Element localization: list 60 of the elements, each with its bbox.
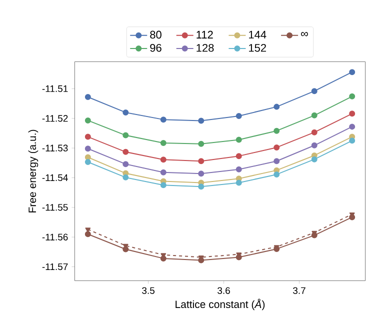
point (198, 184, 204, 190)
point (198, 140, 204, 147)
point (236, 166, 242, 172)
legend-label: 144 (249, 30, 266, 38)
point (274, 144, 280, 150)
point (349, 93, 356, 100)
point (122, 174, 129, 180)
y-tick-label: -11.52 (42, 115, 68, 122)
point (122, 148, 129, 155)
point (84, 159, 91, 166)
point (311, 88, 318, 94)
legend-label: 80 (150, 30, 162, 39)
point (122, 109, 129, 116)
legend-label: 112 (196, 30, 213, 38)
point (274, 158, 280, 164)
point (311, 129, 318, 136)
point (236, 153, 242, 160)
point (349, 138, 356, 144)
legend-label: 96 (150, 44, 162, 52)
point (198, 170, 204, 177)
point (160, 169, 166, 176)
legend-label: ∞ (301, 32, 308, 36)
point (236, 180, 242, 186)
y-axis-title: Free energy (a.u.) (28, 130, 38, 212)
y-tick-label: -11.54 (42, 174, 68, 182)
legend-label: 152 (249, 44, 266, 52)
point (160, 140, 166, 146)
y-tick-label: -11.51 (42, 85, 68, 92)
y-tick-label: -11.55 (42, 204, 68, 211)
point (349, 69, 356, 76)
point (311, 156, 318, 162)
point (236, 113, 242, 120)
y-tick-label: -11.56 (42, 234, 68, 240)
x-axis-title: Lattice constant (Å) (176, 298, 265, 310)
point (84, 94, 91, 100)
point (160, 182, 166, 188)
point (122, 132, 129, 138)
point (311, 112, 318, 118)
x-tick-label: 3.5 (142, 287, 155, 294)
x-tick-label: 3.7 (293, 287, 306, 294)
point (122, 161, 129, 168)
y-tick-label: -11.53 (42, 144, 68, 152)
y-tick-label: -11.57 (42, 263, 68, 270)
point (84, 117, 91, 124)
legend-label: 128 (196, 44, 214, 52)
x-tick-label: 3.6 (218, 287, 230, 294)
point (349, 124, 356, 130)
point (198, 158, 204, 164)
point (160, 116, 166, 123)
point (274, 128, 280, 134)
point (84, 146, 91, 152)
point (84, 134, 91, 140)
point (311, 142, 318, 148)
point (84, 231, 91, 238)
point (274, 171, 280, 178)
point (236, 136, 242, 143)
point (198, 118, 204, 124)
point (274, 104, 280, 110)
point (160, 156, 166, 163)
point (349, 110, 356, 117)
